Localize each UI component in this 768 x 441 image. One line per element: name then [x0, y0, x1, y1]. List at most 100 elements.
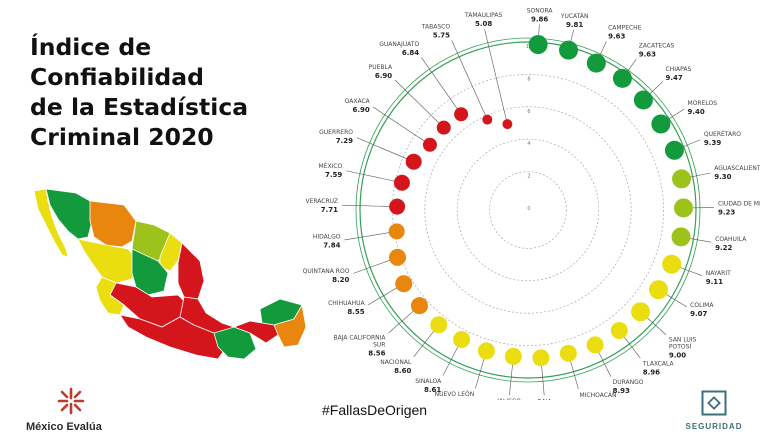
- state-value: 9.47: [666, 74, 683, 82]
- leader-line: [346, 170, 399, 183]
- state-label: TAMAULIPAS: [464, 12, 502, 19]
- state-label: COAHUILA: [715, 236, 747, 243]
- state-label: MÉXICO: [319, 162, 343, 170]
- state-label: COLIMA: [690, 302, 714, 309]
- state-label: CIUDAD DE MÉXICO: [718, 200, 760, 208]
- radial-tick-label: 0: [527, 206, 530, 212]
- state-label: NAYARIT: [706, 270, 731, 277]
- map-region-tamaulipas: [177, 242, 205, 300]
- state-dot: [395, 275, 413, 293]
- state-dot: [649, 280, 669, 300]
- title-line-1: Índice de: [30, 33, 152, 61]
- seguridad-diamond-icon: [701, 390, 727, 416]
- state-value: 8.20: [332, 276, 349, 284]
- state-dot: [612, 68, 632, 88]
- map-region-chihuahua: [89, 200, 137, 248]
- state-value: 8.93: [613, 387, 630, 395]
- state-label: TABASCO: [421, 24, 451, 31]
- state-dot: [532, 349, 550, 367]
- leader-line: [451, 40, 487, 118]
- page-title: Índice de Confiabilidad de la Estadístic…: [30, 32, 280, 152]
- state-dot: [528, 35, 548, 55]
- state-dot: [674, 198, 694, 218]
- seguridad-logo: SEGURIDAD: [676, 388, 752, 434]
- radial-tick-label: 6: [527, 109, 530, 115]
- state-label: NACIONAL: [380, 359, 412, 366]
- state-label: QUERÉTARO: [704, 130, 741, 138]
- leader-line: [442, 342, 461, 376]
- state-label: JALISCO: [496, 398, 521, 400]
- state-dot: [393, 174, 410, 191]
- state-value: 9.30: [714, 173, 731, 181]
- state-value: 7.59: [325, 171, 342, 179]
- state-dot: [422, 137, 437, 152]
- mexico-evalua-emblem-icon: [57, 387, 85, 415]
- state-dot: [389, 248, 407, 266]
- state-label: OAXACA: [345, 98, 371, 105]
- grid-ring-4: [456, 138, 600, 282]
- state-label: AGUASCALIENTES: [714, 165, 760, 172]
- leader-lines: [342, 24, 714, 396]
- state-value: 7.71: [321, 206, 338, 214]
- state-dot: [430, 316, 448, 334]
- state-value: 8.61: [424, 386, 441, 394]
- map-region-sonora: [45, 188, 93, 240]
- mexico-map: [33, 188, 306, 360]
- state-label: VERACRUZ: [305, 198, 338, 205]
- leader-line: [372, 106, 428, 144]
- state-dot: [502, 119, 513, 130]
- state-dot: [454, 107, 469, 122]
- state-value: 9.39: [704, 139, 721, 147]
- state-value: 9.63: [608, 33, 625, 41]
- state-label: DURANGO: [613, 379, 644, 386]
- state-dot: [477, 342, 495, 360]
- leader-line: [421, 57, 460, 113]
- state-value: 6.90: [375, 72, 392, 80]
- hashtag: #FallasDeOrigen: [322, 402, 428, 418]
- state-dot: [436, 120, 451, 135]
- state-value: 9.81: [566, 21, 583, 29]
- state-value: 9.11: [706, 278, 723, 286]
- state-value: 5.08: [475, 20, 492, 28]
- state-value: 9.07: [690, 310, 707, 318]
- state-label: CHIHUAHUA: [328, 300, 365, 307]
- title-line-3: de la Estadística: [30, 93, 249, 121]
- state-value: 6.84: [402, 49, 419, 57]
- state-dots: [388, 35, 694, 367]
- state-dot: [633, 90, 653, 110]
- state-dot: [405, 153, 422, 170]
- state-value: 9.00: [669, 351, 686, 359]
- state-label: SINALOA: [415, 378, 442, 385]
- state-dot: [631, 302, 651, 322]
- state-dot: [504, 347, 522, 365]
- state-label: QUINTANA ROO: [303, 268, 350, 275]
- leader-line: [540, 361, 545, 396]
- state-dot: [388, 223, 405, 240]
- state-dot: [664, 140, 684, 160]
- state-value: 7.29: [336, 137, 353, 145]
- state-value: 8.55: [347, 308, 364, 316]
- leader-line: [356, 137, 411, 161]
- state-dot: [610, 321, 628, 339]
- radial-chart: 0246810 SONORA9.86YUCATÁN9.81CAMPECHE9.6…: [303, 7, 760, 400]
- state-label: SAN LUIS POTOSÍ: [669, 336, 697, 350]
- leader-line: [367, 285, 401, 306]
- leader-line: [353, 258, 395, 274]
- state-label: BAJA CALIFORNIA SUR: [333, 335, 386, 349]
- leader-line: [484, 29, 508, 123]
- map-region-zacatecas-slp: [131, 248, 169, 296]
- state-dot: [651, 114, 671, 134]
- state-value: 5.75: [433, 32, 450, 40]
- leader-line: [344, 231, 394, 241]
- brand-name: México Evalúa: [26, 421, 102, 433]
- leader-line: [568, 356, 579, 390]
- state-value: 9.23: [718, 209, 735, 217]
- state-label: CHIAPAS: [666, 66, 692, 73]
- state-label: NUEVO LEÓN: [435, 391, 475, 398]
- state-dot: [559, 40, 579, 60]
- state-dot: [559, 344, 577, 362]
- map-region-baja-california: [33, 188, 69, 258]
- state-label: MORELOS: [688, 100, 718, 107]
- state-dot: [586, 336, 604, 354]
